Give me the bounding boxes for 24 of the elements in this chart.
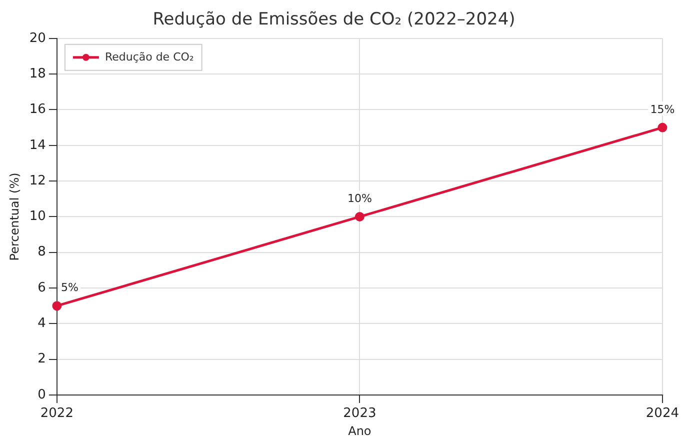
- y-axis-title: Percentual (%): [7, 172, 22, 261]
- y-tick-label: 2: [38, 352, 46, 367]
- x-tick-label: 2022: [40, 406, 74, 422]
- y-tick-label: 4: [38, 316, 46, 332]
- point: [354, 212, 364, 222]
- y-tick-label: 14: [29, 138, 46, 153]
- data-label: 15%: [650, 102, 675, 116]
- y-tick-label: 0: [38, 387, 46, 402]
- data-label: 10%: [347, 192, 372, 206]
- data-label: 5%: [60, 281, 78, 294]
- y-tick-label: 16: [29, 102, 46, 118]
- x-axis-title: Ano: [348, 424, 372, 438]
- y-tick-label: 6: [38, 280, 46, 296]
- point: [658, 122, 668, 132]
- x-tick-label: 2023: [343, 406, 376, 422]
- y-tick-label: 20: [29, 30, 46, 46]
- legend-label: Redução de CO₂: [104, 50, 194, 64]
- y-tick-label: 12: [29, 173, 46, 188]
- y-tick-label: 8: [38, 244, 46, 260]
- point: [52, 301, 62, 311]
- x-tick-label: 2024: [646, 406, 680, 422]
- y-tick-label: 10: [29, 209, 46, 224]
- y-tick-label: 18: [29, 66, 46, 82]
- chart-title: Redução de Emissões de CO₂ (2022–2024): [152, 10, 516, 30]
